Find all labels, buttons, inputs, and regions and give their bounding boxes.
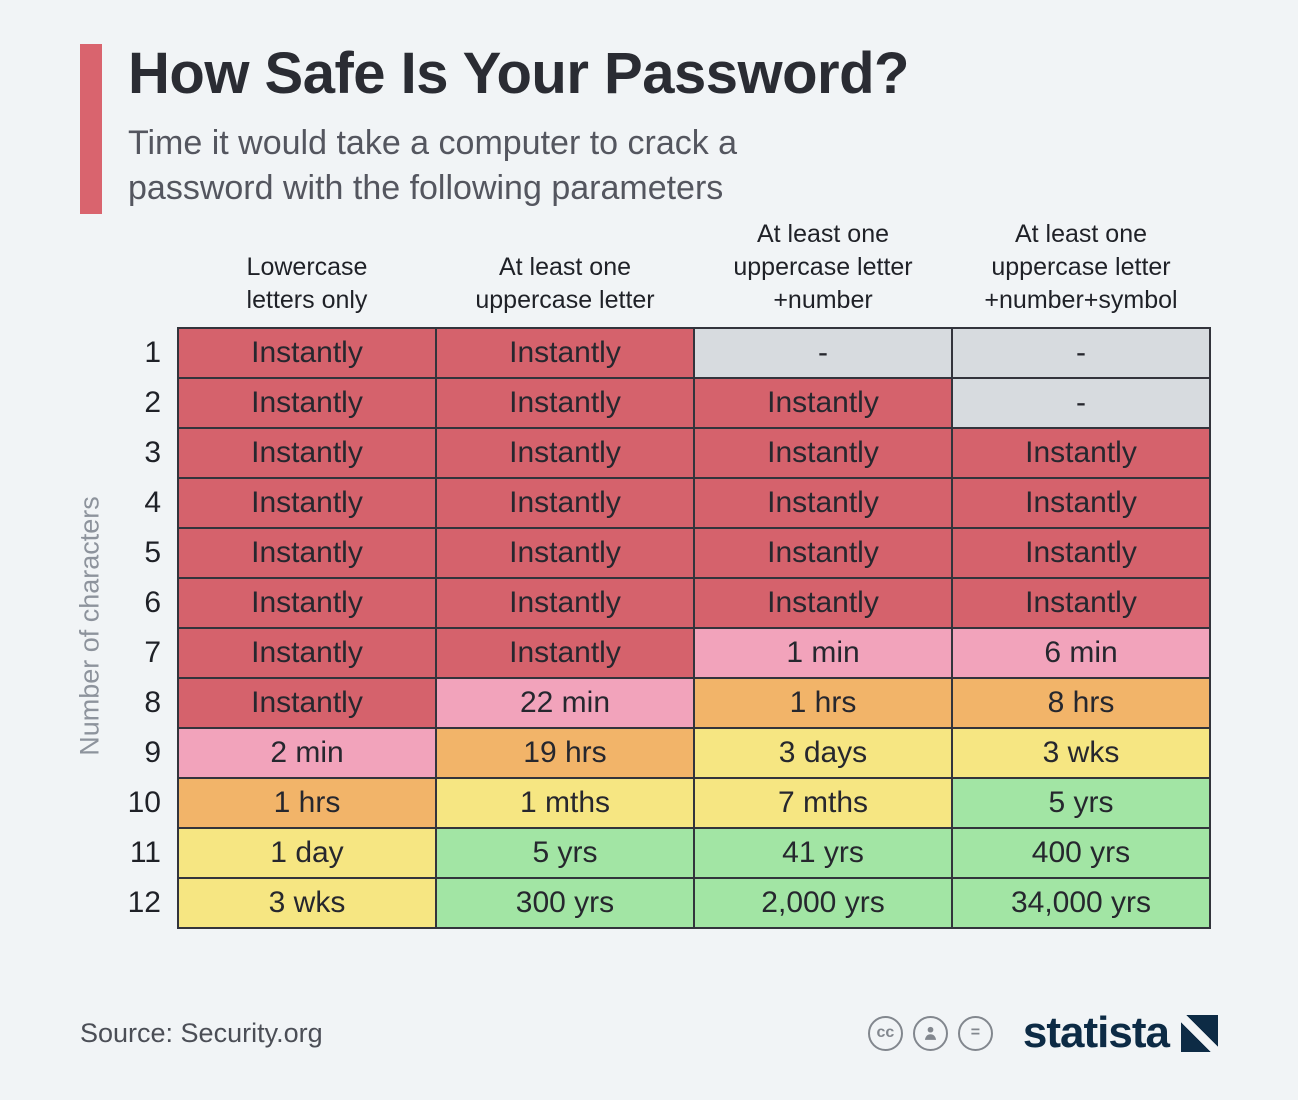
row-label: 10 (127, 786, 161, 819)
table-cell: - (951, 327, 1211, 379)
table-cell: Instantly (951, 477, 1211, 529)
table-cell: 41 yrs (693, 827, 953, 879)
table-cell: Instantly (435, 477, 695, 529)
row-label: 1 (144, 336, 161, 369)
table-row: 12 3 wks 300 yrs 2,000 yrs 34,000 yrs (106, 877, 1211, 929)
password-crack-time-table: Lowercase letters only At least one upper… (106, 218, 1211, 929)
table-cell: Instantly (177, 527, 437, 579)
statista-logo: statista (1023, 1008, 1218, 1058)
license-badges: cc = (867, 1015, 993, 1051)
table-row: 10 1 hrs 1 mths 7 mths 5 yrs (106, 777, 1211, 829)
row-label: 11 (129, 836, 161, 869)
row-label: 3 (144, 436, 161, 469)
footer-right: cc = statista (867, 1008, 1218, 1058)
table-cell: 3 wks (951, 727, 1211, 779)
table-cell: 3 wks (177, 877, 437, 929)
row-label: 2 (144, 386, 161, 419)
table-cell: Instantly (951, 427, 1211, 479)
y-axis-label: Number of characters (74, 496, 105, 756)
row-label: 6 (144, 586, 161, 619)
table-cell: 5 yrs (435, 827, 695, 879)
table-cell: Instantly (177, 577, 437, 629)
table-row: 9 2 min 19 hrs 3 days 3 wks (106, 727, 1211, 779)
table-cell: 19 hrs (435, 727, 695, 779)
table-row: 11 1 day 5 yrs 41 yrs 400 yrs (106, 827, 1211, 879)
table-cell: Instantly (693, 577, 953, 629)
table-cell: Instantly (177, 377, 437, 429)
table-row: 6 Instantly Instantly Instantly Instantly (106, 577, 1211, 629)
table-cell: 1 min (693, 627, 953, 679)
table-cell: Instantly (435, 327, 695, 379)
row-label: 9 (144, 736, 161, 769)
source-text: Source: Security.org (80, 1017, 323, 1048)
table-cell: Instantly (435, 627, 695, 679)
table-cell: Instantly (693, 427, 953, 479)
table-cell: Instantly (177, 627, 437, 679)
table-cell: 7 mths (693, 777, 953, 829)
row-label: 5 (144, 536, 161, 569)
table-cell: 400 yrs (951, 827, 1211, 879)
row-label: 7 (144, 636, 161, 669)
table-cell: Instantly (693, 377, 953, 429)
table-cell: 3 days (693, 727, 953, 779)
table-cell: 1 day (177, 827, 437, 879)
table-cell: 8 hrs (951, 677, 1211, 729)
no-derivatives-icon: = (957, 1015, 993, 1051)
table-cell: 2 min (177, 727, 437, 779)
table-cell: 1 hrs (177, 777, 437, 829)
table-cell: Instantly (435, 427, 695, 479)
table-cell: 1 mths (435, 777, 695, 829)
table-row: 2 Instantly Instantly Instantly - (106, 377, 1211, 429)
table-cell: Instantly (693, 527, 953, 579)
table-cell: Instantly (177, 427, 437, 479)
table-row: 1 Instantly Instantly - - (106, 327, 1211, 379)
table-cell: Instantly (951, 577, 1211, 629)
table-cell: Instantly (435, 377, 695, 429)
table-row: 4 Instantly Instantly Instantly Instantly (106, 477, 1211, 529)
row-label: 8 (144, 686, 161, 719)
table-cell: - (693, 327, 953, 379)
table-cell: 300 yrs (435, 877, 695, 929)
table-row: 8 Instantly 22 min 1 hrs 8 hrs (106, 677, 1211, 729)
table-row: 3 Instantly Instantly Instantly Instantly (106, 427, 1211, 479)
table-cell: Instantly (177, 327, 437, 379)
column-header-4: At least one uppercase letter +number+sy… (984, 220, 1178, 314)
subtitle: Time it would take a computer to crack a… (128, 123, 738, 208)
footer: Source: Security.org cc = statista (80, 1008, 1218, 1058)
table-row: 7 Instantly Instantly 1 min 6 min (106, 627, 1211, 679)
column-header-3: At least one uppercase letter +number (733, 220, 913, 314)
column-header-row: Lowercase letters only At least one upper… (106, 218, 1210, 328)
header: How Safe Is Your Password? Time it would… (80, 41, 1298, 214)
table-cell: 2,000 yrs (693, 877, 953, 929)
corner-spacer (106, 218, 178, 328)
accent-bar (80, 44, 102, 214)
table-cell: Instantly (435, 577, 695, 629)
table-cell: Instantly (177, 677, 437, 729)
table-cell: 1 hrs (693, 677, 953, 729)
table-cell: Instantly (435, 527, 695, 579)
table-cell: - (951, 377, 1211, 429)
column-header-2: At least one uppercase letter (475, 253, 655, 314)
attribution-icon (912, 1015, 948, 1051)
statista-wordmark: statista (1022, 1008, 1170, 1057)
table-cell: Instantly (693, 477, 953, 529)
table-cell: Instantly (951, 527, 1211, 579)
cc-icon: cc (867, 1015, 903, 1051)
table-cell: Instantly (177, 477, 437, 529)
table-row: 5 Instantly Instantly Instantly Instantly (106, 527, 1211, 579)
table-cell: 34,000 yrs (951, 877, 1211, 929)
table-cell: 6 min (951, 627, 1211, 679)
table-cell: 22 min (435, 677, 695, 729)
table-zone: Number of characters Lowercase letters o… (75, 218, 1211, 929)
row-label: 4 (144, 486, 161, 519)
header-text: How Safe Is Your Password? Time it would… (128, 41, 909, 214)
column-header-1: Lowercase letters only (246, 253, 368, 314)
page-title: How Safe Is Your Password? (128, 41, 909, 106)
statista-logo-mark (1181, 1014, 1218, 1052)
table-cell: 5 yrs (951, 777, 1211, 829)
row-label: 12 (127, 886, 161, 919)
